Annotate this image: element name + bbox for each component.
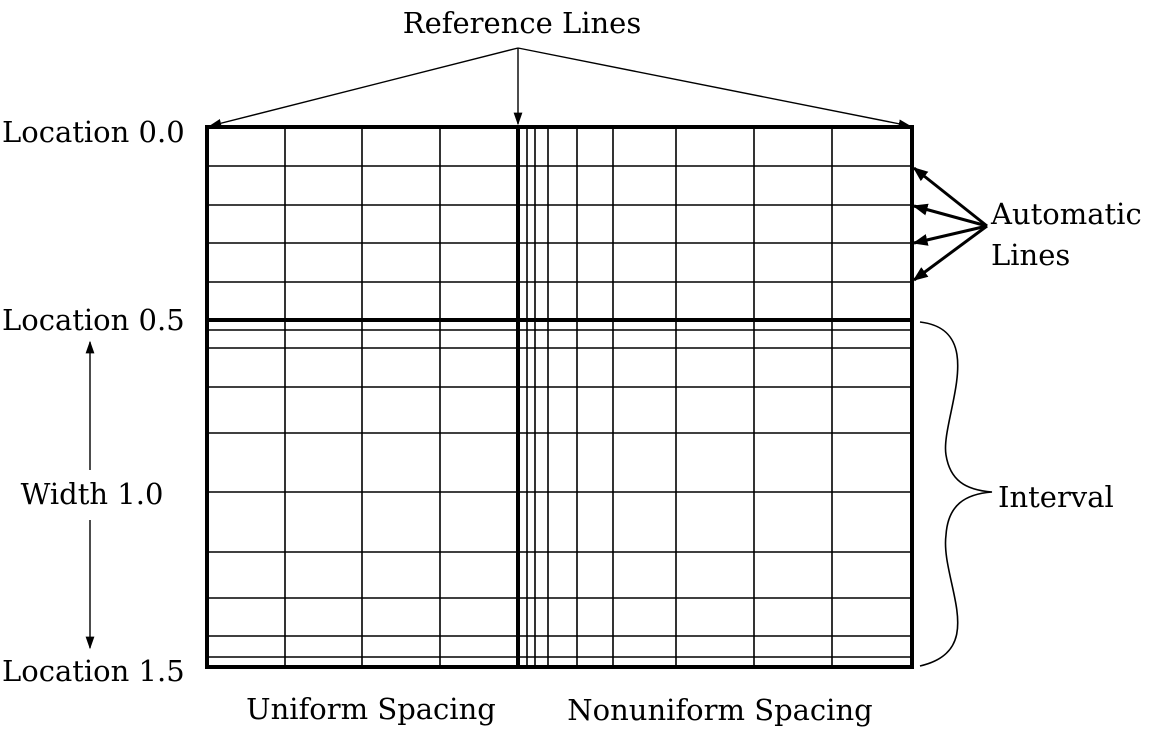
arrow-icon <box>208 47 519 128</box>
grid-boundary <box>205 125 914 669</box>
location-0-0-label: Location 0.0 <box>2 115 185 149</box>
uniform-spacing-label: Uniform Spacing <box>246 692 496 726</box>
width-label: Width 1.0 <box>21 477 164 511</box>
automatic-lines-label-line2: Lines <box>991 238 1070 272</box>
curly-brace-icon <box>919 321 993 667</box>
arrow-icon <box>517 47 912 129</box>
arrow-icon <box>912 166 988 228</box>
arrow-icon <box>912 203 988 228</box>
grid-lines <box>207 127 912 667</box>
reference-lines-label: Reference Lines <box>403 6 641 40</box>
location-1-5-label: Location 1.5 <box>2 654 185 688</box>
reference-lines-pointers <box>208 47 912 129</box>
arrow-icon <box>912 224 988 282</box>
automatic-lines-label: Automatic <box>990 197 1142 231</box>
interval-label: Interval <box>998 480 1114 514</box>
nonuniform-spacing-label: Nonuniform Spacing <box>567 693 872 727</box>
automatic-lines-pointers <box>912 166 988 282</box>
location-0-5-label: Location 0.5 <box>2 303 185 337</box>
arrow-icon <box>912 224 988 246</box>
